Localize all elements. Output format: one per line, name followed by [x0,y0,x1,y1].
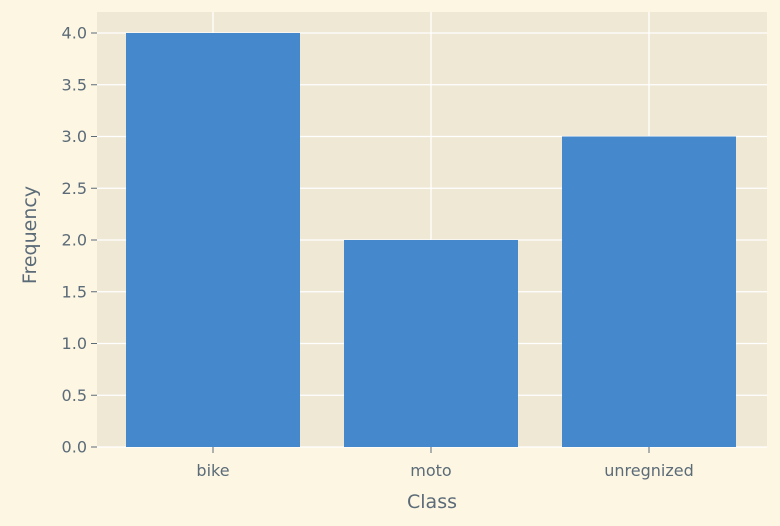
y-axis-label: Frequency [19,186,41,284]
y-tick-label: 1.5 [62,282,87,301]
bar-bike [126,33,300,447]
y-tick-label: 2.5 [62,179,87,198]
y-tick-label: 0.5 [62,386,87,405]
x-tick-label: unregnized [604,461,694,480]
x-axis-ticks: bike moto unregnized [196,447,694,480]
y-tick-label: 4.0 [62,24,87,43]
x-tick-label: moto [410,461,451,480]
y-axis-ticks: 0.0 0.5 1.0 1.5 2.0 2.5 3.0 3.5 4.0 [62,24,97,457]
bars [126,33,736,447]
bar-moto [344,240,518,447]
x-tick-label: bike [196,461,229,480]
x-axis-label: Class [407,491,457,513]
y-tick-label: 3.5 [62,75,87,94]
bar-unregnized [562,136,736,447]
y-tick-label: 1.0 [62,334,87,353]
y-tick-label: 3.0 [62,127,87,146]
y-tick-label: 2.0 [62,231,87,250]
y-tick-label: 0.0 [62,438,87,457]
